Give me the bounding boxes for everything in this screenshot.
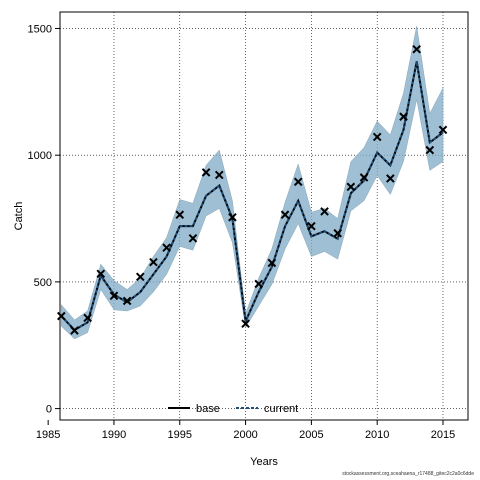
observed-point-2007 bbox=[333, 228, 343, 238]
x-tick-label-2010: 2010 bbox=[365, 429, 389, 441]
x-axis: 1985 1990 1995 2000 2005 2010 2015 bbox=[36, 420, 455, 441]
observed-point-1994 bbox=[162, 243, 171, 252]
x-tick-label-2015: 2015 bbox=[431, 429, 455, 441]
observed-point-1996 bbox=[188, 233, 198, 243]
legend-current-label: current bbox=[264, 403, 298, 415]
observed-point-2009 bbox=[359, 173, 369, 182]
observed-point-2004 bbox=[293, 177, 303, 187]
observed-point-2000 bbox=[241, 319, 250, 329]
x-tick-label-2000: 2000 bbox=[233, 429, 257, 441]
footer-note: stockassessment.org,sceahaena_r17488_git… bbox=[342, 471, 474, 477]
observed-point-1991 bbox=[122, 296, 132, 306]
legend: base current bbox=[168, 403, 298, 415]
observed-point-2011 bbox=[386, 174, 395, 183]
observed-point-1987 bbox=[70, 326, 79, 335]
observed-point-1988 bbox=[83, 313, 92, 323]
y-tick-label-500: 500 bbox=[34, 277, 52, 289]
observed-point-2001 bbox=[254, 279, 264, 289]
observed-point-1997 bbox=[201, 168, 211, 177]
y-axis-title: Catch bbox=[13, 202, 25, 231]
observed-point-2008 bbox=[346, 182, 356, 192]
y-axis: 0 500 1000 1500 bbox=[28, 23, 60, 416]
x-tick-label-1990: 1990 bbox=[102, 429, 126, 441]
observed-point-1989 bbox=[96, 269, 106, 279]
observed-point-2002 bbox=[267, 258, 277, 268]
x-axis-title: Years bbox=[250, 456, 278, 468]
plot-frame bbox=[59, 11, 469, 421]
uncertainty-band-layer bbox=[61, 25, 444, 340]
x-tick-label-1985: 1985 bbox=[36, 429, 60, 441]
y-tick-label-1000: 1000 bbox=[28, 150, 52, 162]
observed-point-2006 bbox=[320, 207, 329, 216]
series-lines-layer bbox=[60, 61, 444, 332]
observed-point-1992 bbox=[135, 272, 145, 282]
observed-point-2005 bbox=[307, 221, 316, 231]
y-tick-label-1500: 1500 bbox=[28, 23, 52, 35]
observed-point-2003 bbox=[280, 210, 290, 220]
observed-point-1995 bbox=[175, 210, 185, 220]
observed-point-2013 bbox=[412, 44, 421, 54]
x-tick-label-2005: 2005 bbox=[299, 429, 323, 441]
observed-point-2010 bbox=[372, 132, 382, 142]
legend-base-label: base bbox=[196, 403, 220, 415]
y-tick-label-0: 0 bbox=[46, 404, 52, 416]
observed-point-2015 bbox=[438, 125, 448, 135]
observed-point-1993 bbox=[149, 257, 158, 267]
observed-point-2012 bbox=[399, 112, 408, 121]
observed-point-2014 bbox=[425, 145, 435, 155]
observed-point-1999 bbox=[228, 212, 237, 222]
confidence-band bbox=[61, 25, 444, 340]
x-tick-label-1995: 1995 bbox=[168, 429, 192, 441]
observed-point-1986 bbox=[57, 311, 66, 321]
observed-point-1990 bbox=[109, 291, 119, 301]
observed-markers-layer bbox=[57, 44, 448, 335]
observed-point-1998 bbox=[214, 170, 224, 180]
series-line-current bbox=[60, 61, 444, 332]
